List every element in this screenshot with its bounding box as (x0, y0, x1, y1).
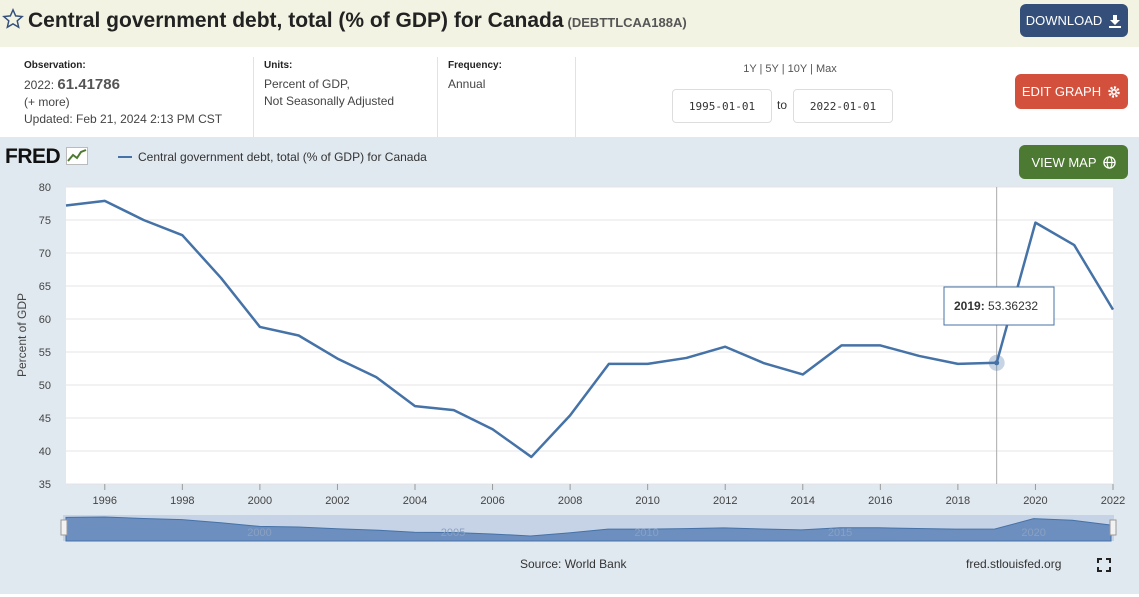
more-link[interactable]: (+ more) (24, 95, 70, 109)
legend-swatch (118, 156, 132, 158)
source-label: Source: World Bank (520, 557, 627, 571)
units-label: Units: (264, 60, 293, 71)
frequency-value: Annual (448, 77, 486, 91)
series-id: (DEBTTLCAA188A) (567, 15, 687, 30)
units-line2: Not Seasonally Adjusted (264, 94, 395, 108)
chart-legend: Central government debt, total (% of GDP… (118, 150, 427, 164)
globe-icon (1102, 155, 1116, 169)
units-line1: Percent of GDP, (264, 77, 350, 91)
page-title-text: Central government debt, total (% of GDP… (28, 9, 564, 32)
observation-date: 2022: (24, 78, 55, 92)
fred-chart-icon (65, 147, 88, 165)
updated-value: Feb 21, 2024 2:13 PM CST (76, 112, 223, 126)
fred-url[interactable]: fred.stlouisfed.org (966, 557, 1062, 571)
chart-panel (0, 137, 1139, 594)
download-button[interactable]: DOWNLOAD (1020, 4, 1128, 37)
updated-label: Updated: (24, 112, 73, 126)
page-title: Central government debt, total (% of GDP… (28, 9, 687, 33)
start-date-input[interactable]: 1995-01-01 (672, 89, 772, 123)
edit-graph-label: EDIT GRAPH (1021, 84, 1102, 99)
fred-logo-text: FRED (5, 145, 61, 168)
star-icon[interactable] (2, 8, 24, 30)
view-map-label: VIEW MAP (1031, 154, 1097, 170)
frequency-label: Frequency: (448, 60, 502, 71)
to-label: to (777, 98, 788, 112)
observation-label: Observation: (24, 60, 86, 71)
observation-value: 61.41786 (57, 76, 120, 93)
divider (253, 57, 254, 137)
legend-label: Central government debt, total (% of GDP… (138, 150, 427, 164)
units-block: Units: Percent of GDP, Not Seasonally Ad… (264, 57, 394, 110)
divider (437, 57, 438, 137)
edit-graph-button[interactable]: EDIT GRAPH (1015, 74, 1128, 109)
download-icon (1109, 14, 1122, 28)
gear-icon (1108, 85, 1120, 98)
fullscreen-icon[interactable] (1097, 558, 1111, 572)
frequency-block: Frequency: Annual (448, 57, 502, 93)
range-buttons[interactable]: 1Y | 5Y | 10Y | Max (743, 63, 837, 75)
title-bar (0, 0, 1139, 47)
end-date-input[interactable]: 2022-01-01 (793, 89, 893, 123)
view-map-button[interactable]: VIEW MAP (1019, 145, 1128, 179)
download-label: DOWNLOAD (1025, 13, 1103, 28)
divider (575, 57, 576, 137)
fred-logo: FRED (5, 145, 88, 169)
observation-block: Observation: 2022: 61.41786 (+ more) Upd… (24, 57, 222, 128)
